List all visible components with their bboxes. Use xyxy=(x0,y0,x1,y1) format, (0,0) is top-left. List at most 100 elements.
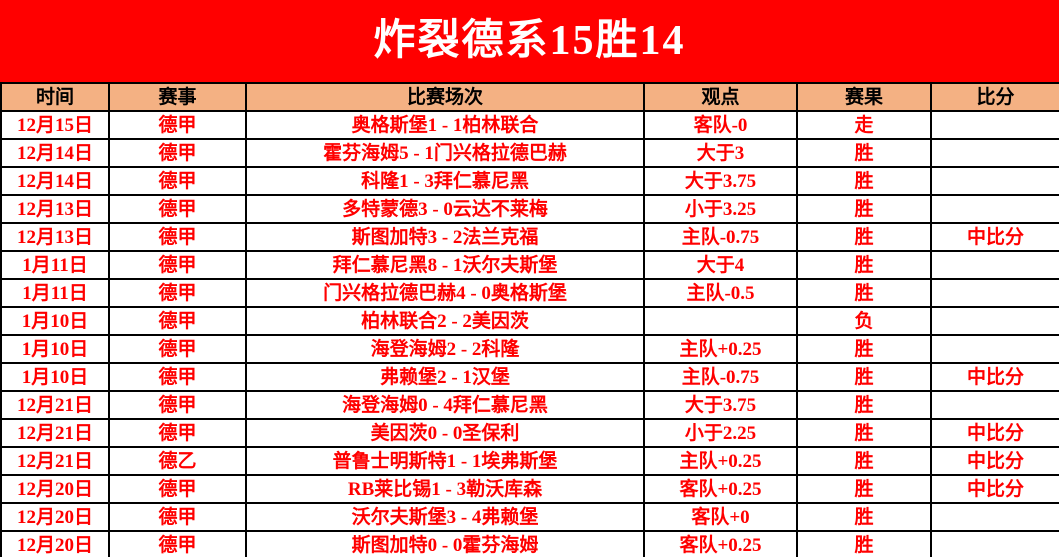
view-cell: 主队-0.75 xyxy=(643,362,798,392)
view-cell: 大于3.75 xyxy=(643,166,798,196)
col-header-view: 观点 xyxy=(643,82,798,112)
view-cell: 客队+0.25 xyxy=(643,474,798,504)
score-cell xyxy=(930,278,1059,308)
date-cell: 1月11日 xyxy=(0,250,110,280)
league-cell: 德甲 xyxy=(108,138,247,168)
result-cell: 胜 xyxy=(796,166,932,196)
table-row: 12月21日 德甲 美因茨0 - 0圣保利 小于2.25 胜中比分 xyxy=(0,418,1059,448)
match-cell: 科隆1 - 3拜仁慕尼黑 xyxy=(245,166,645,196)
view-cell: 小于2.25 xyxy=(643,418,798,448)
date-cell: 1月10日 xyxy=(0,306,110,336)
table-row: 1月10日 德甲 海登海姆2 - 2科隆 主队+0.25 胜 xyxy=(0,334,1059,364)
view-cell: 主队+0.25 xyxy=(643,334,798,364)
result-cell: 胜 xyxy=(796,502,932,532)
table-body: 12月15日 德甲 奥格斯堡1 - 1柏林联合 客队-0 走 12月14日 德甲 霍芬海姆5 … xyxy=(0,110,1059,557)
match-cell: 海登海姆0 - 4拜仁慕尼黑 xyxy=(245,390,645,420)
match-cell: 海登海姆2 - 2科隆 xyxy=(245,334,645,364)
header-row: 时间 赛事 比赛场次 观点 赛果 比分 xyxy=(0,82,1059,112)
table-row: 12月21日 德乙 普鲁士明斯特1 - 1埃弗斯堡 主队+0.25 胜中比分 xyxy=(0,446,1059,476)
score-cell: 中比分 xyxy=(930,446,1059,476)
col-header-score: 比分 xyxy=(930,82,1059,112)
result-cell: 胜 xyxy=(796,474,932,504)
date-cell: 12月14日 xyxy=(0,138,110,168)
league-cell: 德甲 xyxy=(108,474,247,504)
view-cell: 大于3.75 xyxy=(643,390,798,420)
table-row: 1月11日 德甲 门兴格拉德巴赫4 - 0奥格斯堡 主队-0.5 胜 xyxy=(0,278,1059,308)
match-cell: 斯图加特3 - 2法兰克福 xyxy=(245,222,645,252)
league-cell: 德甲 xyxy=(108,530,247,557)
result-cell: 胜 xyxy=(796,446,932,476)
match-cell: 奥格斯堡1 - 1柏林联合 xyxy=(245,110,645,140)
table-row: 12月13日 德甲 斯图加特3 - 2法兰克福 主队-0.75 胜中比分 xyxy=(0,222,1059,252)
league-cell: 德甲 xyxy=(108,110,247,140)
table-row: 1月10日 德甲 弗赖堡2 - 1汉堡 主队-0.75 胜中比分 xyxy=(0,362,1059,392)
result-cell: 胜 xyxy=(796,362,932,392)
view-cell: 客队+0 xyxy=(643,502,798,532)
match-cell: 沃尔夫斯堡3 - 4弗赖堡 xyxy=(245,502,645,532)
view-cell: 小于3.25 xyxy=(643,194,798,224)
result-cell: 负 xyxy=(796,306,932,336)
match-cell: 柏林联合2 - 2美因茨 xyxy=(245,306,645,336)
date-cell: 12月20日 xyxy=(0,502,110,532)
view-cell: 主队+0.25 xyxy=(643,446,798,476)
match-cell: RB莱比锡1 - 3勒沃库森 xyxy=(245,474,645,504)
score-cell xyxy=(930,110,1059,140)
view-cell: 客队+0.25 xyxy=(643,530,798,557)
date-cell: 12月21日 xyxy=(0,446,110,476)
date-cell: 12月20日 xyxy=(0,530,110,557)
match-cell: 门兴格拉德巴赫4 - 0奥格斯堡 xyxy=(245,278,645,308)
page-title: 炸裂德系15胜14 xyxy=(373,18,686,64)
score-cell xyxy=(930,530,1059,557)
league-cell: 德甲 xyxy=(108,306,247,336)
league-cell: 德甲 xyxy=(108,334,247,364)
table-row: 12月14日 德甲 科隆1 - 3拜仁慕尼黑 大于3.75 胜 xyxy=(0,166,1059,196)
table-row: 12月20日 德甲 RB莱比锡1 - 3勒沃库森 客队+0.25 胜中比分 xyxy=(0,474,1059,504)
league-cell: 德甲 xyxy=(108,362,247,392)
score-cell xyxy=(930,194,1059,224)
league-cell: 德乙 xyxy=(108,446,247,476)
table-row: 1月10日 德甲 柏林联合2 - 2美因茨 负 xyxy=(0,306,1059,336)
league-cell: 德甲 xyxy=(108,222,247,252)
score-cell xyxy=(930,250,1059,280)
col-header-time: 时间 xyxy=(0,82,110,112)
col-header-league: 赛事 xyxy=(108,82,247,112)
date-cell: 1月10日 xyxy=(0,334,110,364)
table-row: 12月20日 德甲 斯图加特0 - 0霍芬海姆 客队+0.25 胜 xyxy=(0,530,1059,557)
date-cell: 12月20日 xyxy=(0,474,110,504)
date-cell: 12月15日 xyxy=(0,110,110,140)
view-cell: 大于4 xyxy=(643,250,798,280)
score-cell: 中比分 xyxy=(930,362,1059,392)
score-cell xyxy=(930,138,1059,168)
table-row: 12月13日 德甲 多特蒙德3 - 0云达不莱梅 小于3.25 胜 xyxy=(0,194,1059,224)
match-cell: 美因茨0 - 0圣保利 xyxy=(245,418,645,448)
match-cell: 多特蒙德3 - 0云达不莱梅 xyxy=(245,194,645,224)
date-cell: 1月10日 xyxy=(0,362,110,392)
score-cell: 中比分 xyxy=(930,474,1059,504)
match-cell: 弗赖堡2 - 1汉堡 xyxy=(245,362,645,392)
result-cell: 胜 xyxy=(796,222,932,252)
date-cell: 1月11日 xyxy=(0,278,110,308)
score-cell xyxy=(930,166,1059,196)
match-cell: 普鲁士明斯特1 - 1埃弗斯堡 xyxy=(245,446,645,476)
league-cell: 德甲 xyxy=(108,502,247,532)
table-row: 12月15日 德甲 奥格斯堡1 - 1柏林联合 客队-0 走 xyxy=(0,110,1059,140)
view-cell xyxy=(643,306,798,336)
date-cell: 12月13日 xyxy=(0,222,110,252)
league-cell: 德甲 xyxy=(108,418,247,448)
score-cell xyxy=(930,390,1059,420)
col-header-result: 赛果 xyxy=(796,82,932,112)
score-cell xyxy=(930,502,1059,532)
score-cell: 中比分 xyxy=(930,222,1059,252)
date-cell: 12月21日 xyxy=(0,418,110,448)
date-cell: 12月14日 xyxy=(0,166,110,196)
date-cell: 12月13日 xyxy=(0,194,110,224)
date-cell: 12月21日 xyxy=(0,390,110,420)
league-cell: 德甲 xyxy=(108,390,247,420)
result-cell: 胜 xyxy=(796,278,932,308)
results-table: 时间 赛事 比赛场次 观点 赛果 比分 12月15日 德甲 奥格斯堡1 - 1柏林联… xyxy=(0,82,1059,557)
table-row: 12月21日 德甲 海登海姆0 - 4拜仁慕尼黑 大于3.75 胜 xyxy=(0,390,1059,420)
result-cell: 胜 xyxy=(796,390,932,420)
score-cell: 中比分 xyxy=(930,418,1059,448)
league-cell: 德甲 xyxy=(108,250,247,280)
view-cell: 主队-0.75 xyxy=(643,222,798,252)
